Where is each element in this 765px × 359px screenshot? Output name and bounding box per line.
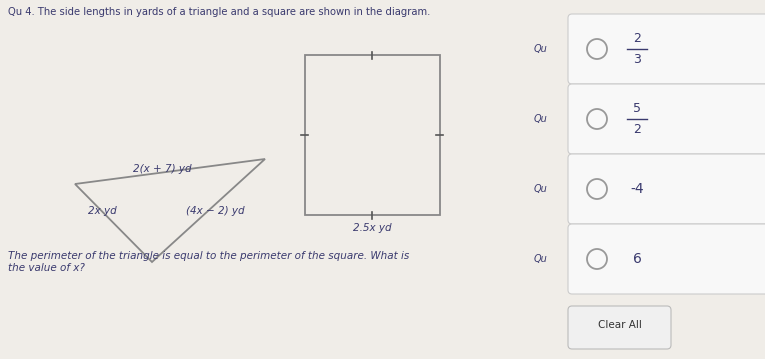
FancyBboxPatch shape [568,306,671,349]
Text: 2(x + 7) yd: 2(x + 7) yd [132,164,191,174]
Text: Clear All: Clear All [597,320,641,330]
Text: Qu: Qu [533,254,547,264]
Text: Qu: Qu [533,114,547,124]
Text: 2x yd: 2x yd [88,206,117,216]
Text: Qu: Qu [533,184,547,194]
Text: 5: 5 [633,102,641,115]
FancyBboxPatch shape [568,154,765,224]
Text: 2: 2 [633,32,641,45]
Text: Qu: Qu [533,44,547,54]
FancyBboxPatch shape [568,14,765,84]
Text: 3: 3 [633,53,641,66]
Text: The perimeter of the triangle is equal to the perimeter of the square. What is
t: The perimeter of the triangle is equal t… [8,251,409,272]
Text: 2.5x yd: 2.5x yd [353,223,392,233]
Text: (4x − 2) yd: (4x − 2) yd [186,206,244,216]
FancyBboxPatch shape [568,84,765,154]
Text: 6: 6 [633,252,641,266]
Text: Qu 4. The side lengths in yards of a triangle and a square are shown in the diag: Qu 4. The side lengths in yards of a tri… [8,7,431,17]
Text: -4: -4 [630,182,644,196]
FancyBboxPatch shape [568,224,765,294]
Text: 2: 2 [633,123,641,136]
